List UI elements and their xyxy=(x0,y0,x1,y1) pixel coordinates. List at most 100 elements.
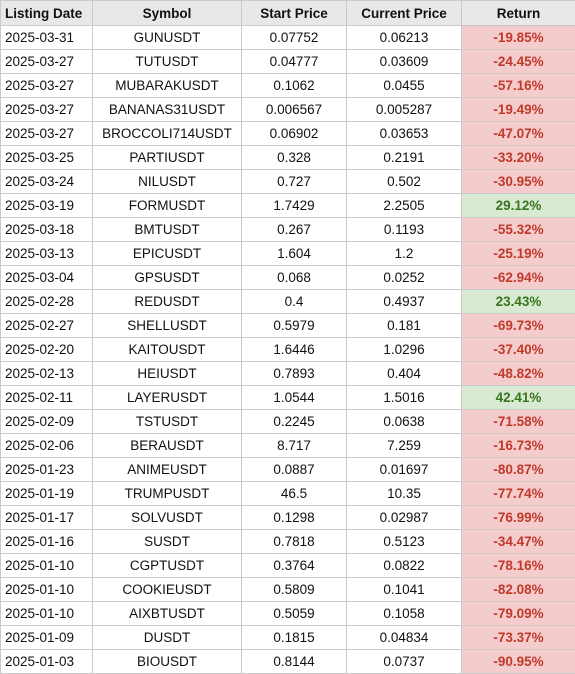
return-cell: -34.47% xyxy=(462,530,575,554)
symbol-cell: SUSDT xyxy=(93,530,242,554)
start-price-cell: 0.1062 xyxy=(242,74,347,98)
listing-date-cell: 2025-02-06 xyxy=(1,434,93,458)
return-cell: -30.95% xyxy=(462,170,575,194)
current-price-cell: 10.35 xyxy=(347,482,462,506)
current-price-cell: 1.2 xyxy=(347,242,462,266)
listing-date-cell: 2025-03-27 xyxy=(1,50,93,74)
symbol-cell: GUNUSDT xyxy=(93,26,242,50)
symbol-cell: FORMUSDT xyxy=(93,194,242,218)
current-price-cell: 0.06213 xyxy=(347,26,462,50)
return-cell: -77.74% xyxy=(462,482,575,506)
current-price-cell: 1.5016 xyxy=(347,386,462,410)
start-price-cell: 0.5059 xyxy=(242,602,347,626)
return-cell: -19.85% xyxy=(462,26,575,50)
start-price-cell: 0.7818 xyxy=(242,530,347,554)
symbol-cell: BANANAS31USDT xyxy=(93,98,242,122)
header-current-price: Current Price xyxy=(347,1,462,26)
header-return: Return xyxy=(462,1,575,26)
listing-date-cell: 2025-03-27 xyxy=(1,98,93,122)
current-price-cell: 0.2191 xyxy=(347,146,462,170)
listing-date-cell: 2025-03-19 xyxy=(1,194,93,218)
return-cell: -25.19% xyxy=(462,242,575,266)
return-cell: -71.58% xyxy=(462,410,575,434)
start-price-cell: 0.1815 xyxy=(242,626,347,650)
symbol-cell: SOLVUSDT xyxy=(93,506,242,530)
start-price-cell: 0.06902 xyxy=(242,122,347,146)
start-price-cell: 0.2245 xyxy=(242,410,347,434)
start-price-cell: 1.0544 xyxy=(242,386,347,410)
symbol-cell: HEIUSDT xyxy=(93,362,242,386)
current-price-cell: 1.0296 xyxy=(347,338,462,362)
current-price-cell: 0.1193 xyxy=(347,218,462,242)
return-cell: -73.37% xyxy=(462,626,575,650)
symbol-cell: AIXBTUSDT xyxy=(93,602,242,626)
listing-date-cell: 2025-03-25 xyxy=(1,146,93,170)
start-price-cell: 46.5 xyxy=(242,482,347,506)
symbol-cell: KAITOUSDT xyxy=(93,338,242,362)
listing-date-cell: 2025-03-18 xyxy=(1,218,93,242)
return-cell: -78.16% xyxy=(462,554,575,578)
current-price-cell: 2.2505 xyxy=(347,194,462,218)
current-price-cell: 0.01697 xyxy=(347,458,462,482)
start-price-cell: 0.5979 xyxy=(242,314,347,338)
listing-date-cell: 2025-01-03 xyxy=(1,650,93,674)
symbol-cell: TRUMPUSDT xyxy=(93,482,242,506)
symbol-cell: BERAUSDT xyxy=(93,434,242,458)
return-cell: -19.49% xyxy=(462,98,575,122)
header-start-price: Start Price xyxy=(242,1,347,26)
symbol-cell: DUSDT xyxy=(93,626,242,650)
symbol-cell: BROCCOLI714USDT xyxy=(93,122,242,146)
listing-date-cell: 2025-01-17 xyxy=(1,506,93,530)
start-price-cell: 0.7893 xyxy=(242,362,347,386)
listing-date-cell: 2025-03-04 xyxy=(1,266,93,290)
current-price-cell: 0.0455 xyxy=(347,74,462,98)
return-cell: -79.09% xyxy=(462,602,575,626)
start-price-cell: 0.727 xyxy=(242,170,347,194)
start-price-cell: 1.7429 xyxy=(242,194,347,218)
current-price-cell: 0.404 xyxy=(347,362,462,386)
return-cell: -47.07% xyxy=(462,122,575,146)
start-price-cell: 0.1298 xyxy=(242,506,347,530)
current-price-cell: 0.005287 xyxy=(347,98,462,122)
symbol-cell: PARTIUSDT xyxy=(93,146,242,170)
listing-date-cell: 2025-03-31 xyxy=(1,26,93,50)
current-price-cell: 0.0252 xyxy=(347,266,462,290)
current-price-cell: 0.02987 xyxy=(347,506,462,530)
return-cell: -37.40% xyxy=(462,338,575,362)
listing-date-cell: 2025-03-27 xyxy=(1,122,93,146)
header-row: Listing Date Symbol Start Price Current … xyxy=(1,1,575,26)
listing-date-cell: 2025-01-23 xyxy=(1,458,93,482)
symbol-cell: LAYERUSDT xyxy=(93,386,242,410)
listing-date-cell: 2025-03-27 xyxy=(1,74,93,98)
current-price-cell: 0.1041 xyxy=(347,578,462,602)
start-price-cell: 0.006567 xyxy=(242,98,347,122)
current-price-cell: 0.181 xyxy=(347,314,462,338)
symbol-cell: BIOUSDT xyxy=(93,650,242,674)
listing-date-cell: 2025-02-13 xyxy=(1,362,93,386)
start-price-cell: 0.328 xyxy=(242,146,347,170)
listing-date-cell: 2025-03-24 xyxy=(1,170,93,194)
listing-date-cell: 2025-02-27 xyxy=(1,314,93,338)
current-price-cell: 0.1058 xyxy=(347,602,462,626)
start-price-cell: 0.068 xyxy=(242,266,347,290)
symbol-cell: COOKIEUSDT xyxy=(93,578,242,602)
start-price-cell: 1.604 xyxy=(242,242,347,266)
